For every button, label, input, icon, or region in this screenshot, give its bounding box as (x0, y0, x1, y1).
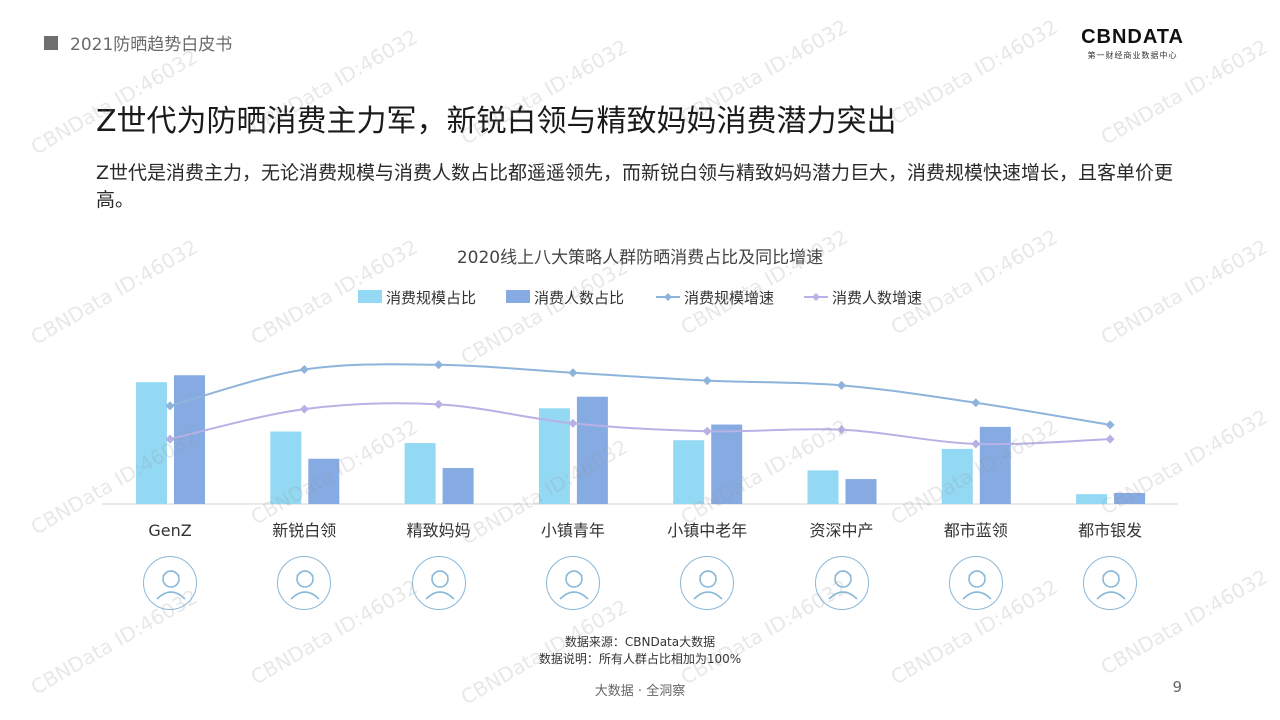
legend-marker (664, 293, 672, 301)
line-point (971, 398, 981, 408)
bar (979, 426, 1011, 504)
line-point (971, 439, 981, 449)
report-tag: 2021防晒趋势白皮书 (44, 30, 232, 55)
bar (442, 468, 474, 504)
slide-title: Z世代为防晒消费主力军，新锐白领与精致妈妈消费潜力突出 (96, 104, 897, 139)
slide-summary: Z世代是消费主力，无论消费规模与消费人数占比都遥遥领先，而新锐白领与精致妈妈潜力… (96, 162, 1174, 211)
data-explanation-note: 数据说明：所有人群占比相加为100% (538, 652, 742, 666)
legend-swatch (506, 290, 530, 303)
line-point (434, 360, 444, 370)
bar (807, 470, 839, 504)
mom-persona-icon (411, 556, 466, 610)
bar (404, 443, 436, 504)
series-line (169, 363, 1111, 426)
line-point (568, 418, 578, 428)
logo-text: CBNDATA (1081, 26, 1184, 48)
town-senior-persona-icon (680, 556, 735, 610)
chart-title: 2020线上八大策略人群防晒消费占比及同比增速 (457, 248, 823, 268)
bar (538, 408, 570, 504)
white-collar-persona-icon (277, 556, 332, 610)
line-point (299, 404, 309, 414)
report-title: 2021防晒趋势白皮书 (70, 35, 233, 55)
x-tick-label: 都市银发 (1078, 521, 1142, 540)
x-tick-label: 新锐白领 (272, 521, 336, 540)
bar (711, 424, 743, 504)
bar (174, 375, 205, 504)
middle-class-persona-icon (814, 556, 869, 610)
legend-label: 消费人数占比 (534, 289, 624, 307)
footer-tagline: 大数据 · 全洞察 (594, 684, 686, 699)
bar (576, 396, 608, 504)
x-tick-label: 精致妈妈 (407, 521, 471, 540)
page-number: 9 (1172, 678, 1182, 696)
line-point (568, 368, 578, 378)
town-youth-persona-icon (545, 556, 600, 610)
bar (308, 458, 340, 504)
bar (941, 448, 973, 504)
bar (1114, 492, 1146, 504)
x-tick-label: 小镇青年 (541, 521, 605, 540)
line-point (299, 365, 309, 375)
line-point (702, 426, 712, 436)
legend-marker (812, 293, 820, 301)
bar (1076, 494, 1108, 504)
urban-senior-persona-icon (1083, 556, 1138, 610)
legend-label: 消费规模增速 (684, 289, 774, 307)
genz-persona-icon (143, 556, 197, 610)
line-point (434, 399, 444, 409)
logo-subtitle: 第一财经商业数据中心 (1087, 51, 1178, 60)
x-tick-label: GenZ (148, 521, 191, 540)
line-point (702, 376, 712, 386)
x-tick-label: 都市蓝领 (944, 521, 1008, 540)
line-point (1105, 420, 1115, 430)
bar (270, 431, 302, 504)
report-tag-square (44, 35, 58, 50)
line-point (837, 425, 846, 435)
line-point (1105, 434, 1115, 444)
cbndata-logo: CBNDATA 第一财经商业数据中心 (1081, 26, 1184, 61)
x-tick-label: 资深中产 (809, 521, 873, 540)
bar (136, 382, 167, 504)
line-point (165, 434, 175, 444)
x-tick-label: 小镇中老年 (667, 521, 747, 540)
legend-label: 消费人数增速 (832, 289, 922, 307)
series-line (169, 402, 1111, 446)
blue-collar-persona-icon (948, 556, 1003, 610)
line-point (165, 401, 175, 411)
line-point (837, 380, 846, 390)
legend-label: 消费规模占比 (386, 289, 476, 307)
bar (673, 440, 705, 504)
data-source-note: 数据来源：CBNData大数据 (564, 635, 716, 649)
bar (845, 479, 877, 504)
legend-swatch (358, 290, 382, 303)
